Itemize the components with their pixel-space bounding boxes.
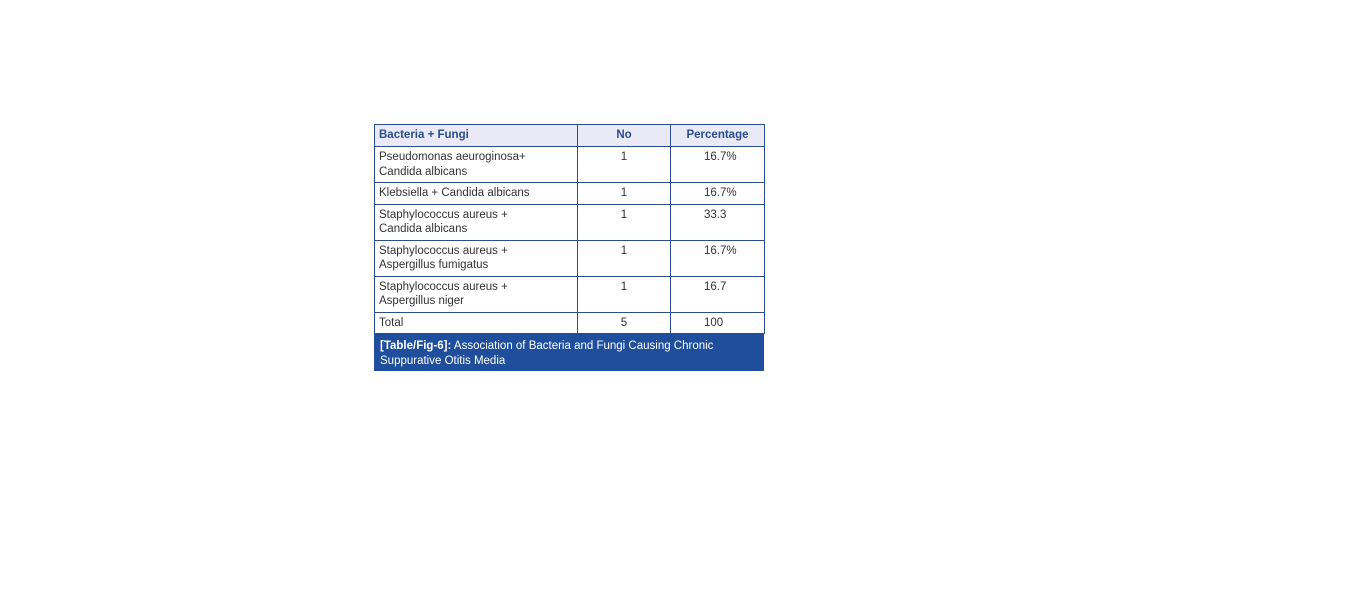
cell-name-line: Aspergillus niger xyxy=(379,295,465,307)
cell-percentage: 16.7% xyxy=(670,146,765,183)
data-table: Bacteria + Fungi No Percentage Pseudomon… xyxy=(374,124,765,334)
table-row: Staphylococcus aureus + Aspergillus fumig… xyxy=(374,239,765,277)
cell-percentage: 16.7% xyxy=(670,182,765,205)
cell-percentage: 16.7 xyxy=(670,275,765,313)
cell-name: Staphylococcus aureus + Aspergillus fumig… xyxy=(374,239,578,277)
cell-name-line: Pseudomonas aeuroginosa+ xyxy=(379,151,526,163)
cell-name-line: Total xyxy=(379,316,404,329)
header-bacteria-fungi: Bacteria + Fungi xyxy=(374,124,578,147)
table-header-row: Bacteria + Fungi No Percentage xyxy=(374,124,765,147)
cell-no: 1 xyxy=(577,146,671,183)
cell-name-line: Aspergillus fumigatus xyxy=(379,259,489,271)
table-row: Staphylococcus aureus + Aspergillus niger… xyxy=(374,275,765,313)
cell-name-line: Klebsiella + Candida albicans xyxy=(379,187,530,199)
header-percentage: Percentage xyxy=(670,124,765,147)
caption-text: Association of Bacteria and Fungi Causin… xyxy=(380,340,714,367)
cell-percentage: 16.7% xyxy=(670,239,765,277)
cell-name-line: Staphylococcus aureus + xyxy=(379,244,508,257)
cell-name: Pseudomonas aeuroginosa+ Candida albicans xyxy=(374,146,578,183)
cell-no: 1 xyxy=(577,203,671,241)
cell-no: 1 xyxy=(577,182,671,205)
cell-no: 1 xyxy=(577,239,671,277)
table-figure: Bacteria + Fungi No Percentage Pseudomon… xyxy=(374,124,765,371)
cell-name-line: Candida albicans xyxy=(379,165,468,178)
table-row: Klebsiella + Candida albicans 1 16.7% xyxy=(374,182,765,205)
cell-name: Total xyxy=(374,311,578,334)
cell-name: Klebsiella + Candida albicans xyxy=(374,182,578,205)
cell-no: 1 xyxy=(577,275,671,313)
cell-percentage: 33.3 xyxy=(670,203,765,241)
cell-name-line: Staphylococcus aureus + xyxy=(379,280,508,293)
table-row: Pseudomonas aeuroginosa+ Candida albicans… xyxy=(374,146,765,183)
caption-label: [Table/Fig-6]: xyxy=(380,340,452,352)
cell-percentage: 100 xyxy=(670,311,765,334)
table-row: Total 5 100 xyxy=(374,311,765,334)
header-no: No xyxy=(577,124,671,147)
table-row: Staphylococcus aureus + Candida albicans 1… xyxy=(374,203,765,241)
cell-name-line: Candida albicans xyxy=(379,223,468,235)
cell-name: Staphylococcus aureus + Aspergillus niger xyxy=(374,275,578,313)
cell-name-line: Staphylococcus aureus + xyxy=(379,208,508,221)
cell-name: Staphylococcus aureus + Candida albicans xyxy=(374,203,578,241)
table-caption: [Table/Fig-6]: Association of Bacteria a… xyxy=(374,334,764,371)
cell-no: 5 xyxy=(577,311,671,334)
